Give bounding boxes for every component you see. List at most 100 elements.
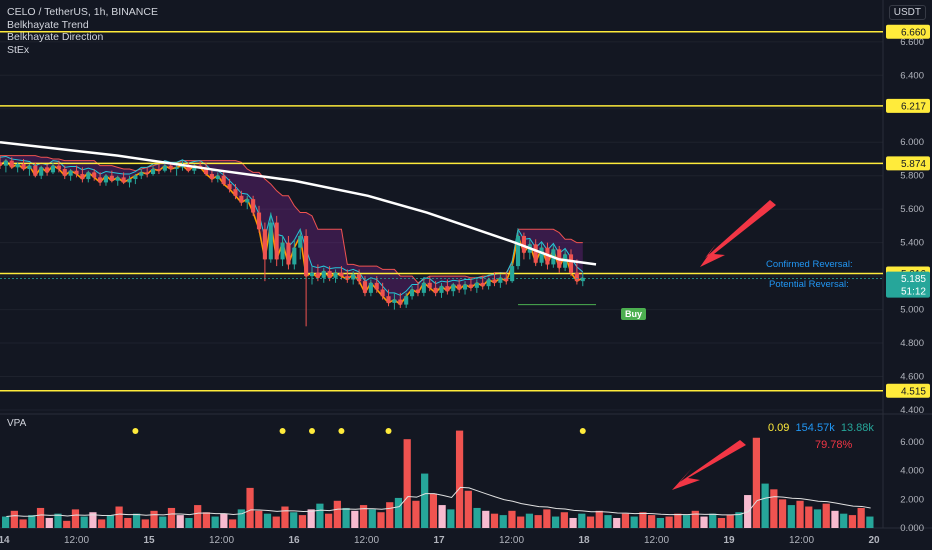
candle-body	[345, 276, 350, 280]
candle-body	[351, 274, 356, 280]
candle-body	[539, 247, 544, 263]
vpa-bar	[752, 437, 761, 528]
candle-body	[427, 282, 432, 288]
vpa-value-b: 154.57k	[795, 422, 835, 434]
candle-body	[474, 282, 479, 288]
trend-line	[0, 159, 584, 306]
candle-body	[139, 172, 144, 176]
vpa-bar	[464, 490, 472, 528]
vpa-bar	[54, 513, 62, 528]
indicator-direction[interactable]: Belkhayate Direction	[7, 31, 104, 43]
vpa-bar	[551, 516, 560, 528]
vpa-value-a: 0.09	[768, 422, 790, 434]
candle-body	[21, 164, 26, 170]
candle-body	[233, 189, 238, 196]
vpa-stats: 0.09 154.57k 13.88k	[768, 422, 874, 434]
level-tag-label: 5.874	[901, 159, 926, 170]
candle-body	[327, 271, 332, 278]
vpa-bar	[543, 509, 551, 528]
symbol-title[interactable]: CELO / TetherUS, 1h, BINANCE	[7, 6, 158, 18]
level-tag	[886, 24, 930, 39]
belkhayate-cloud	[0, 155, 583, 305]
indicator-stex[interactable]: StEx	[7, 43, 30, 56]
vpa-average-line	[6, 486, 871, 518]
vpa-bar	[517, 516, 525, 528]
vpa-bar	[211, 516, 219, 528]
vpa-bar	[394, 497, 403, 528]
time-tick-label: 19	[723, 535, 735, 546]
candle-body	[68, 170, 73, 176]
price-tick-label: 4.400	[900, 405, 924, 416]
vpa-bar	[342, 507, 350, 528]
candle-body	[121, 177, 126, 183]
vpa-bar	[735, 512, 743, 528]
candle-body	[280, 242, 285, 260]
vpa-signal-dot	[338, 428, 345, 434]
vpa-bar	[866, 516, 874, 528]
vpa-bar	[141, 519, 149, 528]
vpa-bar	[290, 512, 298, 528]
candle-body	[457, 284, 462, 290]
vpa-bar	[202, 512, 211, 528]
candle-body	[357, 274, 362, 282]
vpa-bar	[595, 510, 603, 528]
candle-body	[309, 272, 315, 277]
candle-body	[50, 165, 56, 173]
vpa-bar	[717, 517, 726, 528]
candle-body	[150, 169, 156, 175]
vpa-bar	[185, 517, 193, 528]
candle-body	[203, 167, 209, 175]
candle-body	[80, 174, 85, 180]
candle-body	[256, 212, 262, 230]
vpa-bar	[368, 509, 376, 528]
vpa-bar	[490, 513, 499, 528]
currency-badge[interactable]: USDT	[888, 5, 926, 20]
vpa-bar	[2, 516, 10, 528]
candle-body	[103, 175, 109, 183]
vpa-indicator-label[interactable]: VPA	[7, 418, 27, 429]
indicator-trend[interactable]: Belkhayate Trend	[7, 18, 89, 31]
time-tick-label: 12:00	[209, 535, 234, 546]
candle-body	[292, 247, 297, 265]
countdown-label: 51:12	[901, 287, 926, 298]
candle-body	[109, 175, 114, 181]
candle-body	[186, 165, 191, 171]
vpa-bar	[447, 509, 455, 528]
candle-body	[274, 222, 279, 260]
vpa-bar	[45, 517, 53, 528]
vpa-bar	[578, 513, 586, 528]
candle-body	[215, 175, 220, 180]
time-tick-label: 17	[433, 535, 445, 546]
candle-body	[221, 175, 226, 185]
candle-body	[380, 289, 385, 297]
candle-body	[239, 195, 244, 203]
vpa-bar	[333, 500, 341, 528]
candle-body	[315, 272, 320, 278]
vpa-bar	[298, 515, 307, 528]
candle-body	[410, 289, 415, 297]
candle-body	[33, 165, 38, 176]
vpa-bar	[167, 507, 176, 528]
vpa-bar	[787, 505, 795, 528]
vpa-bar	[726, 515, 734, 528]
vpa-bar	[621, 513, 630, 528]
price-tick-label: 4.600	[900, 372, 924, 383]
time-tick-label: 12:00	[644, 535, 669, 546]
candle-body	[251, 199, 256, 213]
vpa-bar	[534, 515, 542, 528]
candle-body	[209, 174, 214, 180]
vpa-signal-dot	[132, 428, 139, 434]
vpa-bar	[560, 512, 568, 528]
vpa-bar	[700, 516, 708, 528]
vpa-bar	[508, 510, 516, 528]
vpa-bar	[639, 512, 647, 528]
candle-body	[480, 282, 485, 287]
candle-body	[268, 222, 273, 260]
vpa-bar	[656, 517, 664, 528]
vpa-bar	[307, 509, 315, 528]
candle-body	[392, 299, 397, 303]
vpa-bar	[255, 510, 263, 528]
candle-body	[374, 282, 379, 290]
vpa-bar	[98, 519, 106, 528]
